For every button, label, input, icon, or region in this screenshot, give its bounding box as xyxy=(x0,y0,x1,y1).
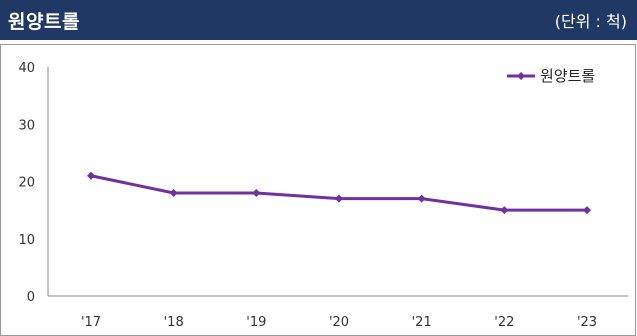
data-point xyxy=(417,194,426,203)
data-point xyxy=(87,171,95,180)
x-tick-label: '20 xyxy=(329,315,349,330)
data-point xyxy=(169,188,178,197)
legend-label: 원양트롤 xyxy=(540,67,595,85)
data-point xyxy=(252,188,261,197)
y-tick-label: 40 xyxy=(18,61,35,76)
data-point xyxy=(335,194,343,203)
legend: 원양트롤 xyxy=(507,67,595,85)
y-tick-label: 0 xyxy=(27,290,35,305)
legend-marker xyxy=(517,72,525,80)
y-tick-label: 10 xyxy=(18,233,35,248)
x-tick-label: '23 xyxy=(577,315,597,330)
y-tick-label: 20 xyxy=(18,176,35,191)
y-tick-label: 30 xyxy=(18,118,35,133)
x-tick-label: '21 xyxy=(412,315,432,330)
chart-title: 원양트롤 xyxy=(8,10,80,33)
chart-header: 원양트롤 (단위 : 척) xyxy=(0,0,637,40)
x-tick-label: '19 xyxy=(246,315,266,330)
data-point xyxy=(583,206,591,215)
x-tick-label: '17 xyxy=(81,315,101,330)
unit-label: (단위 : 척) xyxy=(554,12,627,31)
x-tick-label: '18 xyxy=(164,315,184,330)
series-line xyxy=(90,174,587,212)
data-point xyxy=(500,206,509,215)
x-tick-label: '22 xyxy=(494,315,514,330)
